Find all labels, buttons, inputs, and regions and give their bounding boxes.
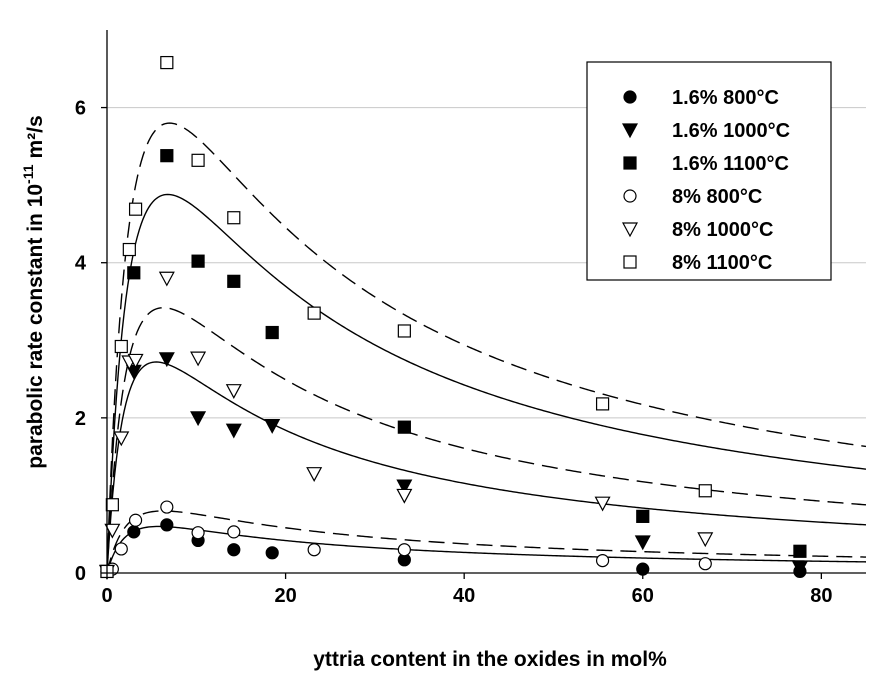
data-point bbox=[791, 560, 808, 576]
data-point bbox=[264, 419, 281, 434]
data-point bbox=[396, 479, 413, 495]
data-point bbox=[128, 202, 143, 216]
y-axis-label-main: parabolic rate constant in 10 bbox=[24, 184, 47, 469]
data-point bbox=[265, 546, 279, 560]
data-point bbox=[225, 384, 242, 399]
data-point bbox=[595, 397, 610, 411]
series-1-points bbox=[100, 518, 807, 579]
data-point bbox=[160, 518, 174, 532]
fit-curve-2 bbox=[107, 361, 866, 573]
data-point bbox=[105, 498, 119, 512]
x-tick-label: 20 bbox=[274, 585, 296, 607]
legend-label-6: 8% 1100°C bbox=[672, 252, 772, 274]
data-point bbox=[595, 553, 610, 568]
data-point bbox=[127, 525, 141, 539]
data-point bbox=[158, 271, 175, 287]
data-point bbox=[191, 254, 205, 268]
legend-label-2: 1.6% 1000°C bbox=[672, 120, 790, 142]
data-point bbox=[306, 467, 323, 482]
y-tick-label: 2 bbox=[75, 408, 86, 430]
data-point bbox=[396, 488, 413, 504]
data-point bbox=[793, 544, 807, 558]
series-5-points bbox=[98, 271, 714, 580]
y-tick-label: 0 bbox=[75, 563, 86, 585]
x-tick-label: 60 bbox=[632, 585, 654, 607]
y-axis-label: parabolic rate constant in 10-11 m²/s bbox=[20, 115, 47, 468]
legend-marker-1 bbox=[623, 90, 637, 104]
x-tick-label: 0 bbox=[101, 585, 112, 607]
legend-marker-3 bbox=[623, 156, 637, 170]
data-point bbox=[190, 351, 207, 367]
data-point bbox=[114, 339, 128, 354]
legend-label-4: 8% 800°C bbox=[672, 186, 762, 208]
data-point bbox=[158, 352, 175, 368]
data-point bbox=[128, 513, 143, 527]
series-3-points bbox=[100, 149, 807, 579]
legend-label-1: 1.6% 800°C bbox=[672, 87, 779, 109]
legend-label-5: 8% 1000°C bbox=[672, 219, 773, 241]
fit-curve-5 bbox=[107, 307, 866, 573]
data-point bbox=[397, 324, 411, 338]
data-point bbox=[227, 543, 241, 557]
data-point bbox=[191, 526, 205, 540]
y-axis-label-unit: m²/s bbox=[24, 115, 47, 158]
data-point bbox=[113, 431, 130, 447]
data-point bbox=[160, 500, 174, 514]
legend-marker-6 bbox=[623, 255, 637, 269]
data-point bbox=[265, 325, 279, 340]
data-point bbox=[636, 509, 650, 523]
fit-curve-1 bbox=[107, 525, 866, 573]
y-tick-label: 6 bbox=[75, 98, 86, 120]
data-point bbox=[227, 211, 241, 225]
data-point bbox=[697, 532, 714, 548]
data-point bbox=[698, 484, 712, 498]
data-point bbox=[191, 153, 205, 167]
data-point bbox=[227, 274, 241, 288]
x-tick-label: 40 bbox=[453, 585, 475, 607]
x-axis-label: yttria content in the oxides in mol% bbox=[313, 648, 667, 671]
data-point bbox=[698, 557, 712, 571]
y-axis-label-exponent: -11 bbox=[20, 164, 36, 184]
fit-curve-4 bbox=[107, 510, 866, 573]
data-point bbox=[160, 149, 174, 163]
fit-curve-3 bbox=[107, 193, 866, 573]
legend: 1.6% 800°C 1.6% 1000°C 1.6% 1100°C 8% 800°C… bbox=[586, 61, 832, 281]
legend-label-3: 1.6% 1100°C bbox=[672, 153, 789, 175]
data-point bbox=[307, 543, 321, 557]
data-point bbox=[397, 420, 411, 434]
data-point bbox=[127, 266, 141, 280]
data-point bbox=[227, 525, 241, 539]
data-point bbox=[594, 496, 611, 512]
legend-marker-5 bbox=[621, 222, 639, 238]
data-point bbox=[104, 523, 121, 539]
series-6-points bbox=[100, 55, 712, 579]
y-tick-label: 4 bbox=[75, 253, 87, 275]
data-point bbox=[160, 55, 174, 70]
data-points bbox=[98, 55, 808, 580]
data-point bbox=[397, 543, 411, 557]
series-2-points bbox=[98, 352, 808, 580]
legend-marker-4 bbox=[623, 189, 637, 203]
axes bbox=[101, 30, 866, 579]
data-point bbox=[127, 353, 144, 369]
legend-marker-2 bbox=[621, 123, 639, 139]
data-point bbox=[307, 306, 321, 320]
data-point bbox=[225, 423, 242, 439]
data-point bbox=[634, 535, 651, 551]
tick-labels: 0 20 40 60 80 0 2 4 6 bbox=[75, 98, 833, 607]
data-point bbox=[190, 411, 207, 427]
data-point bbox=[114, 542, 128, 556]
data-point bbox=[122, 242, 136, 257]
x-tick-label: 80 bbox=[810, 585, 832, 607]
